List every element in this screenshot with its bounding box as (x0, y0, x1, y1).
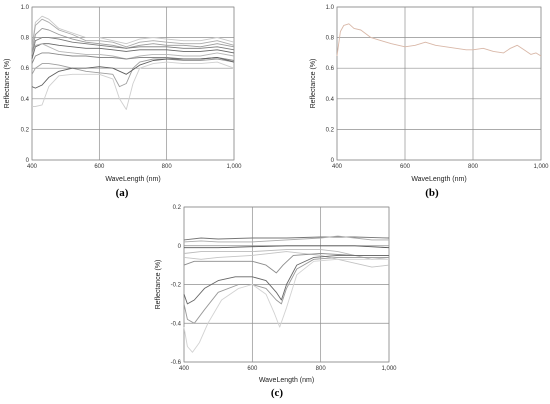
x-tick-label: 800 (468, 164, 479, 170)
series-line-6 (183, 253, 389, 274)
y-axis-label: Reflectance (%) (4, 59, 11, 109)
series-line-3 (31, 27, 235, 53)
y-tick-label: 0.2 (173, 205, 182, 211)
series-line-4 (31, 37, 235, 57)
x-axis-label: WaveLength (nm) (105, 176, 160, 183)
y-tick-label: 0 (178, 244, 182, 250)
chart-panel-a: 0 0.2 0.4 0.6 0.8 1.0 400 600 800 1,000 WaveLength… (4, 5, 242, 199)
series-line-10 (31, 57, 235, 89)
panel-label: (b) (425, 187, 439, 199)
series-line-9 (32, 61, 235, 110)
plot-frame (336, 6, 542, 161)
x-axis-label: WaveLength (nm) (411, 176, 466, 183)
y-tick-label: -0.2 (171, 283, 182, 289)
y-tick-label: 1.0 (326, 5, 335, 11)
y-tick-label: 0.6 (21, 66, 30, 72)
chart-panel-b: 0 0.2 0.4 0.6 0.8 1.0 400 600 800 1,000 WaveLength… (310, 5, 549, 199)
x-tick-label: 1,000 (226, 164, 242, 170)
y-axis-label: Reflectance (%) (310, 59, 317, 109)
y-tick-label: 0.2 (21, 127, 30, 133)
y-axis-label: Reflectance (%) (155, 260, 162, 310)
x-tick-label: 1,000 (533, 164, 549, 170)
series-line-5 (31, 43, 235, 60)
series-line-9 (183, 258, 389, 353)
y-tick-label: 0.6 (326, 66, 335, 72)
series-line-5 (183, 251, 390, 268)
y-tick-label: 1.0 (21, 5, 30, 11)
y-tick-label: 0 (331, 158, 335, 164)
y-tick-label: 0.2 (326, 127, 335, 133)
series-line-7 (183, 254, 389, 305)
y-tick-label: 0.4 (21, 97, 30, 103)
series-line-1 (31, 15, 235, 47)
y-tick-label: 0.4 (326, 97, 335, 103)
x-tick-label: 400 (179, 366, 190, 372)
y-tick-label: 0.8 (326, 36, 335, 42)
panel-label: (a) (116, 187, 129, 199)
x-axis-label: WaveLength (nm) (259, 377, 314, 384)
series-line-8 (31, 58, 235, 88)
series-line-2 (183, 235, 389, 243)
y-tick-label: -0.6 (171, 360, 182, 366)
x-tick-label: 600 (247, 366, 258, 372)
series-line-8 (183, 256, 389, 324)
x-tick-label: 800 (162, 164, 173, 170)
series-line-2 (31, 18, 235, 49)
y-tick-label: 0 (26, 158, 30, 164)
x-tick-label: 400 (332, 164, 343, 170)
series-line-3 (184, 245, 390, 249)
y-tick-label: 0.8 (21, 36, 30, 42)
series-line-6 (31, 43, 235, 60)
series-line-1 (336, 23, 542, 57)
x-tick-label: 600 (94, 164, 105, 170)
panel-label: (c) (271, 387, 284, 399)
x-tick-label: 400 (27, 164, 38, 170)
x-tick-label: 600 (400, 164, 411, 170)
x-tick-label: 800 (316, 366, 327, 372)
chart-panel-c: -0.6 -0.4 -0.2 0 0.2 400 600 800 1,000 WaveLength… (155, 205, 397, 399)
x-tick-label: 1,000 (381, 366, 397, 372)
y-tick-label: -0.4 (171, 321, 182, 327)
